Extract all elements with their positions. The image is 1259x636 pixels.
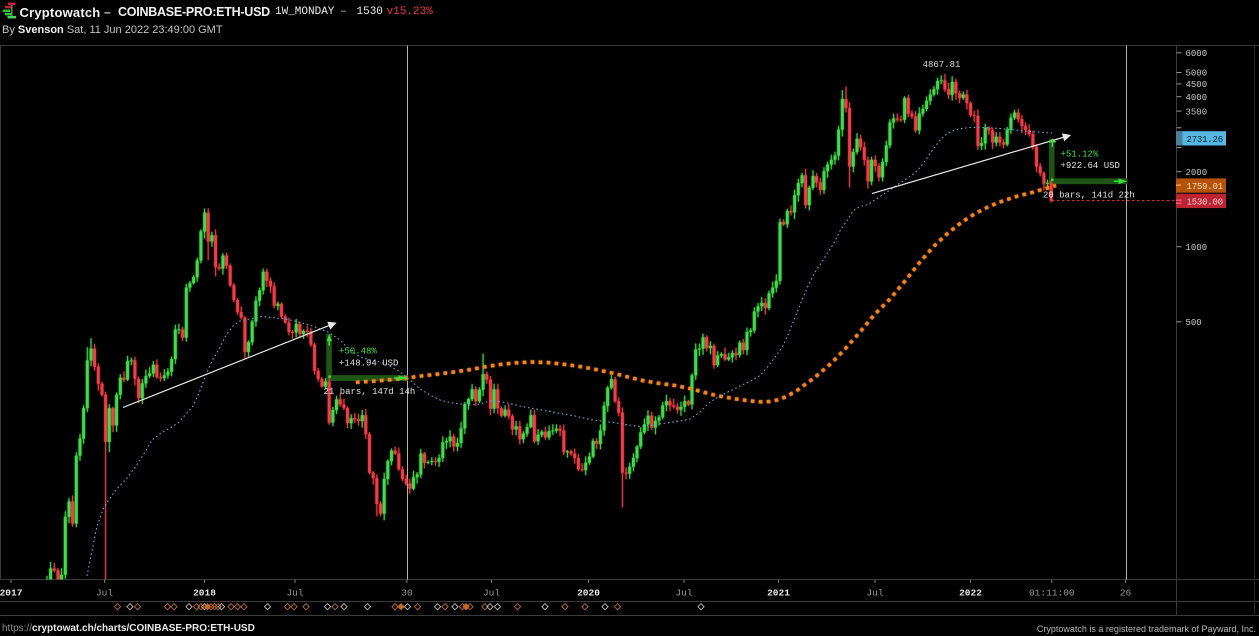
svg-text:+51.12%: +51.12%	[1061, 150, 1099, 160]
svg-text:01:11:00: 01:11:00	[1029, 588, 1075, 599]
svg-text:4867.81: 4867.81	[923, 60, 961, 70]
svg-text:5000: 5000	[1186, 69, 1208, 79]
svg-text:2020: 2020	[577, 588, 600, 599]
svg-text:30: 30	[401, 588, 413, 599]
svg-text:500: 500	[1186, 318, 1202, 328]
svg-text:Jul: Jul	[675, 588, 692, 599]
svg-text:Jul: Jul	[866, 588, 883, 599]
svg-text:2017: 2017	[0, 588, 23, 599]
svg-text:2022: 2022	[959, 588, 982, 599]
svg-text:2018: 2018	[193, 588, 216, 599]
svg-text:1530.00: 1530.00	[1187, 198, 1223, 208]
svg-text:Jul: Jul	[483, 588, 500, 599]
svg-text:6000: 6000	[1186, 49, 1208, 59]
svg-text:2731.26: 2731.26	[1187, 135, 1223, 145]
svg-text:20 bars, 141d 22h: 20 bars, 141d 22h	[1043, 190, 1135, 200]
svg-text:3500: 3500	[1186, 107, 1208, 117]
svg-text:+50.48%: +50.48%	[339, 347, 377, 357]
svg-text:2021: 2021	[767, 588, 790, 599]
svg-text:Jul: Jul	[286, 588, 303, 599]
svg-text:4500: 4500	[1186, 80, 1208, 90]
svg-text:Jul: Jul	[96, 588, 113, 599]
svg-text:1759.01: 1759.01	[1187, 182, 1223, 192]
svg-text:2000: 2000	[1186, 168, 1208, 178]
svg-text:21 bars, 147d 14h: 21 bars, 147d 14h	[324, 387, 416, 397]
svg-text:4000: 4000	[1186, 93, 1208, 103]
svg-text:+922.64 USD: +922.64 USD	[1061, 161, 1120, 171]
svg-text:26: 26	[1120, 588, 1132, 599]
svg-text:1000: 1000	[1186, 243, 1208, 253]
svg-text:+148.94 USD: +148.94 USD	[339, 359, 398, 369]
